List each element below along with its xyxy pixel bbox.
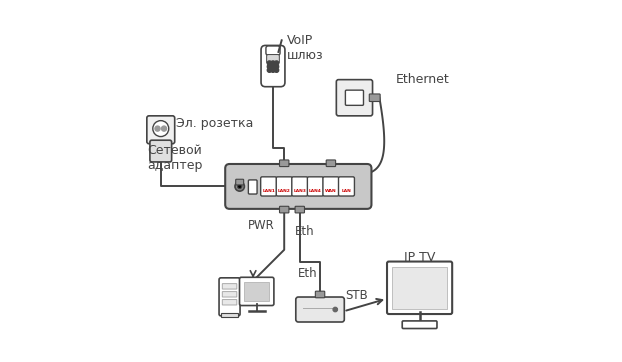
Text: Eth: Eth <box>299 267 318 280</box>
FancyBboxPatch shape <box>219 278 240 316</box>
Bar <box>392 267 447 308</box>
Circle shape <box>271 64 275 69</box>
FancyBboxPatch shape <box>261 177 277 196</box>
Circle shape <box>238 184 242 189</box>
FancyBboxPatch shape <box>292 177 308 196</box>
Circle shape <box>267 68 272 72</box>
Circle shape <box>274 61 279 65</box>
FancyBboxPatch shape <box>296 297 345 322</box>
FancyBboxPatch shape <box>307 177 323 196</box>
FancyBboxPatch shape <box>225 164 371 209</box>
Circle shape <box>155 126 160 131</box>
Text: LAN2: LAN2 <box>278 189 290 193</box>
Circle shape <box>274 68 279 72</box>
Text: Эл. розетка: Эл. розетка <box>176 117 254 130</box>
FancyBboxPatch shape <box>345 90 363 105</box>
FancyBboxPatch shape <box>266 46 280 55</box>
FancyBboxPatch shape <box>239 277 274 306</box>
Text: LAN3: LAN3 <box>294 189 306 193</box>
FancyBboxPatch shape <box>221 313 238 317</box>
Text: WAN: WAN <box>325 189 337 193</box>
FancyBboxPatch shape <box>222 284 237 289</box>
Circle shape <box>267 61 272 65</box>
Text: LAN4: LAN4 <box>309 189 322 193</box>
FancyBboxPatch shape <box>279 160 289 167</box>
Text: LAN1: LAN1 <box>262 189 275 193</box>
FancyBboxPatch shape <box>150 140 172 162</box>
FancyBboxPatch shape <box>323 177 339 196</box>
FancyBboxPatch shape <box>222 300 237 305</box>
FancyBboxPatch shape <box>147 116 175 144</box>
FancyBboxPatch shape <box>387 261 452 314</box>
FancyBboxPatch shape <box>248 180 257 194</box>
FancyBboxPatch shape <box>267 55 279 63</box>
FancyBboxPatch shape <box>338 177 355 196</box>
Text: LAN: LAN <box>341 189 351 193</box>
Text: IP TV: IP TV <box>404 252 435 264</box>
FancyBboxPatch shape <box>279 206 289 213</box>
Bar <box>244 282 269 301</box>
FancyBboxPatch shape <box>369 94 380 101</box>
FancyBboxPatch shape <box>315 291 325 298</box>
Circle shape <box>162 126 167 131</box>
FancyBboxPatch shape <box>295 206 305 213</box>
Circle shape <box>267 64 272 69</box>
FancyBboxPatch shape <box>337 80 373 116</box>
Text: STB: STB <box>345 289 368 302</box>
Circle shape <box>271 68 275 72</box>
Circle shape <box>153 121 169 136</box>
Text: Eth: Eth <box>295 225 315 238</box>
FancyBboxPatch shape <box>276 177 292 196</box>
FancyBboxPatch shape <box>261 46 285 87</box>
FancyBboxPatch shape <box>236 179 244 185</box>
Text: PWR: PWR <box>248 219 274 232</box>
FancyBboxPatch shape <box>326 160 336 167</box>
Text: VoIP
шлюз: VoIP шлюз <box>287 34 323 62</box>
Circle shape <box>235 182 244 191</box>
Circle shape <box>274 64 279 69</box>
Circle shape <box>333 307 337 312</box>
FancyBboxPatch shape <box>222 292 237 297</box>
Text: Сетевой
адаптер: Сетевой адаптер <box>147 144 203 172</box>
Text: Ethernet: Ethernet <box>396 73 450 86</box>
Circle shape <box>271 61 275 65</box>
FancyBboxPatch shape <box>402 321 437 329</box>
